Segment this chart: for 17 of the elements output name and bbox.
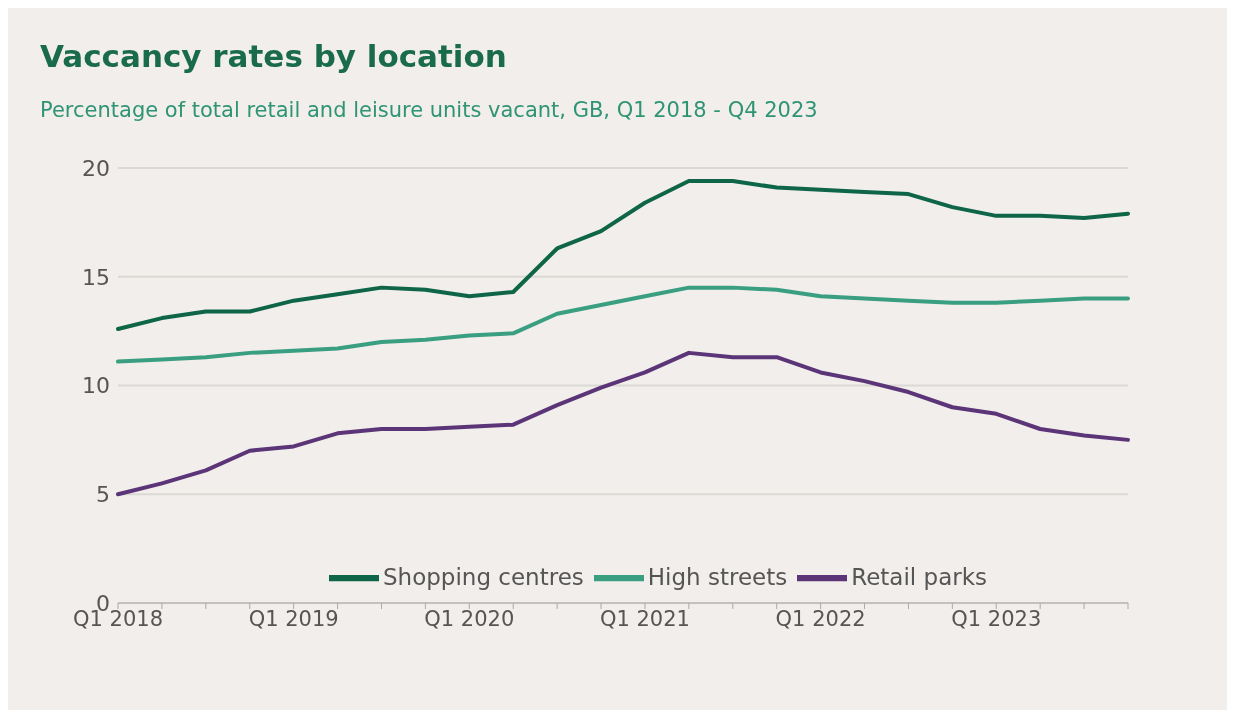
- x-tick-label: Q1 2020: [424, 606, 515, 631]
- legend-label: Retail parks: [851, 563, 987, 590]
- y-tick-label: 5: [96, 482, 110, 508]
- line-series: [116, 285, 1130, 364]
- line-series: [116, 350, 1130, 497]
- y-tick-label: 15: [82, 264, 110, 290]
- chart-title: Vaccancy rates by location: [40, 38, 507, 74]
- y-tick-label: 20: [82, 155, 110, 181]
- chart-subtitle: Percentage of total retail and leisure units vacant, GB, Q1 2018 - Q4 2023: [40, 98, 818, 122]
- legend-label: Shopping centres: [382, 563, 584, 590]
- x-tick-label: Q1 2022: [775, 606, 866, 631]
- legend-label: High streets: [647, 563, 788, 590]
- x-tick-label: Q1 2021: [599, 606, 690, 631]
- line-series: [116, 179, 1130, 331]
- y-tick-label: 10: [82, 373, 110, 399]
- x-tick-label: Q1 2019: [248, 606, 339, 631]
- x-tick-label: Q1 2023: [951, 606, 1042, 631]
